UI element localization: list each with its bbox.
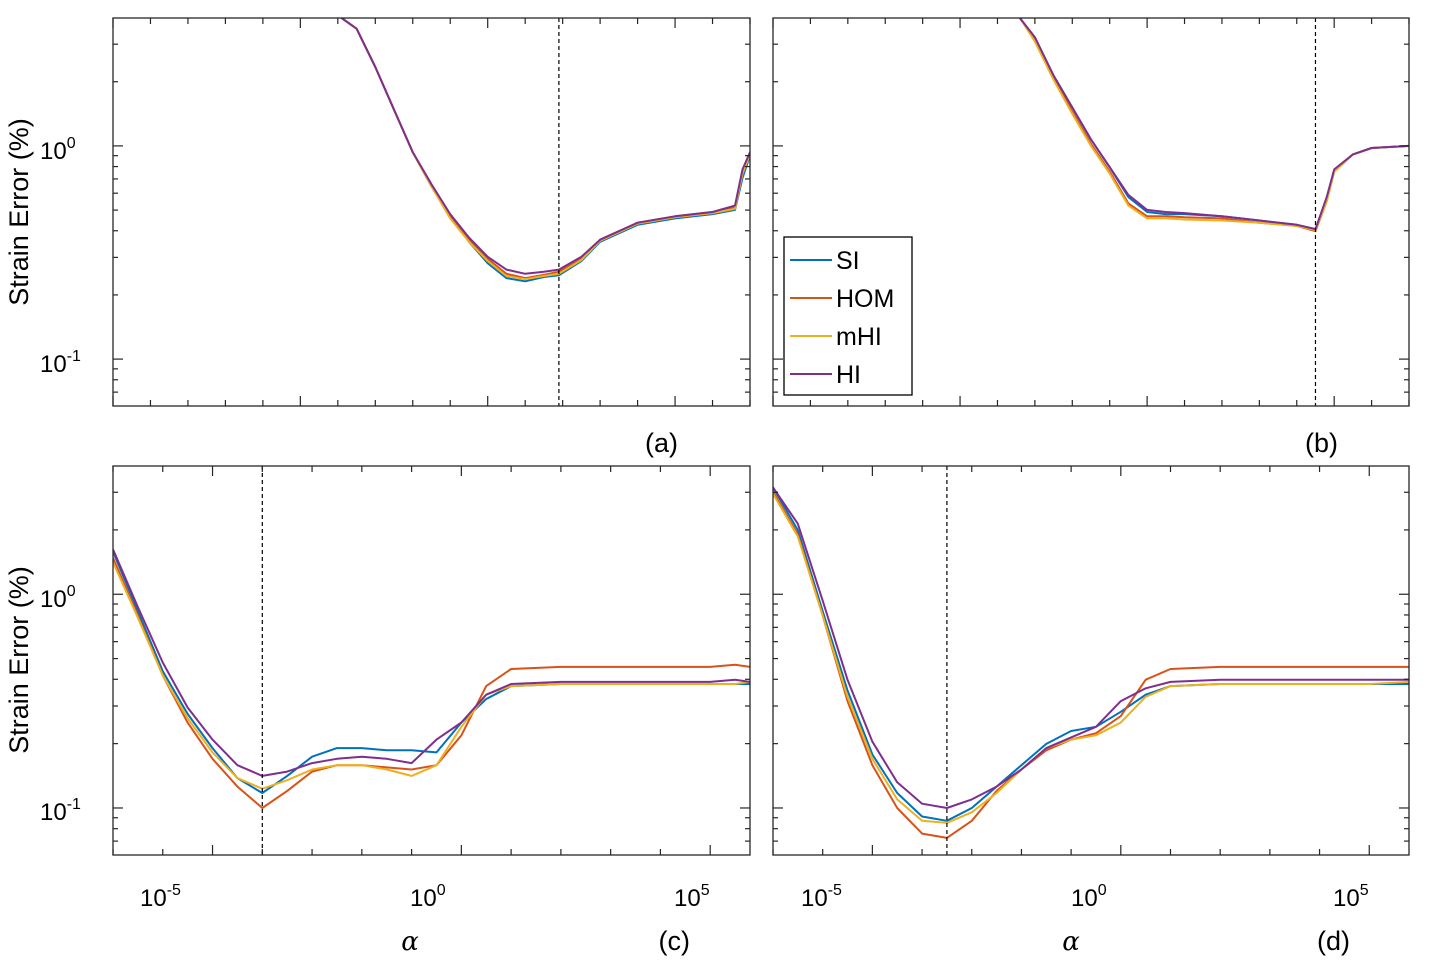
- series-line-hi-b: [1019, 18, 1409, 231]
- legend-label-hom: HOM: [836, 285, 894, 313]
- series-line-mhi-b: [1019, 18, 1409, 232]
- series-line-mhi-d: [773, 493, 1409, 824]
- legend-label-si: SI: [836, 247, 860, 275]
- xlabel-d: α: [1062, 927, 1080, 957]
- panel-a: [112, 17, 751, 407]
- xtick-d-2: 100: [1071, 882, 1107, 912]
- series-line-mhi-c: [113, 561, 750, 790]
- xtick-d-1: 10-5: [801, 882, 842, 912]
- series-line-hom-c: [113, 557, 750, 809]
- panel-b: [772, 17, 1410, 407]
- ytick-top-1: 100: [40, 135, 76, 165]
- series-line-hi-c: [113, 549, 750, 777]
- ytick-bottom-2: 10-1: [40, 796, 81, 826]
- panel-c: [112, 465, 751, 856]
- xlabel-c: α: [401, 927, 419, 957]
- series-line-si-d: [773, 486, 1409, 822]
- axes-box-b: [772, 17, 1410, 407]
- legend-label-hi: HI: [836, 361, 861, 389]
- panel-label-c: (c): [659, 926, 690, 956]
- panel-label-d: (d): [1317, 926, 1350, 956]
- series-group-d: [773, 486, 1409, 839]
- axes-box-d: [772, 465, 1410, 856]
- xtick-c-2: 100: [410, 882, 446, 912]
- xtick-d-3: 105: [1333, 882, 1369, 912]
- panel-label-b: (b): [1305, 428, 1338, 458]
- series-group-b: [1019, 18, 1409, 233]
- axes-box-a: [112, 17, 751, 407]
- series-group-a: [341, 18, 750, 283]
- ytick-top-2: 10-1: [40, 348, 81, 378]
- xtick-c-1: 10-5: [140, 882, 181, 912]
- panel-d: [772, 465, 1410, 856]
- series-line-hom-d: [773, 491, 1409, 839]
- legend: SI HOM mHI HI: [783, 236, 913, 396]
- ylabel-bottom: Strain Error (%): [4, 566, 34, 754]
- panel-label-a: (a): [645, 428, 678, 458]
- legend-label-mhi: mHI: [836, 323, 882, 351]
- axes-box-c: [112, 465, 751, 856]
- series-line-si-c: [113, 551, 750, 794]
- series-group-c: [113, 549, 750, 809]
- series-line-hi-a: [341, 18, 750, 275]
- ylabel-top: Strain Error (%): [4, 118, 34, 306]
- xtick-c-3: 105: [674, 882, 710, 912]
- legend-box: [783, 236, 913, 396]
- ytick-bottom-1: 100: [40, 583, 76, 613]
- series-line-hi-d: [773, 486, 1409, 809]
